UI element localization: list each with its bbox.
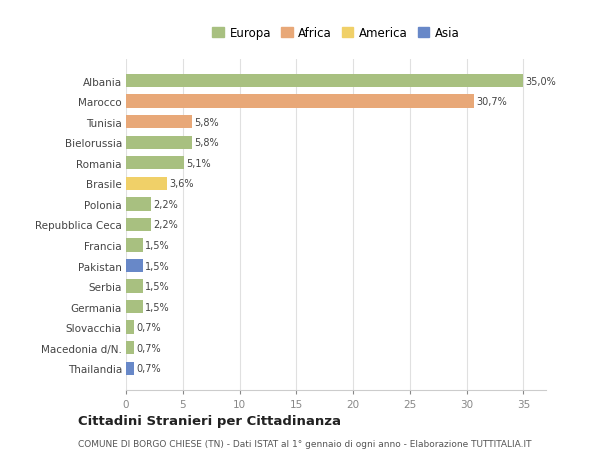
Text: 1,5%: 1,5% — [145, 261, 170, 271]
Text: 2,2%: 2,2% — [153, 199, 178, 209]
Text: 0,7%: 0,7% — [136, 343, 161, 353]
Bar — [126, 136, 192, 150]
Bar — [126, 198, 151, 211]
Text: 1,5%: 1,5% — [145, 241, 170, 251]
Bar — [126, 321, 134, 334]
Bar — [126, 116, 192, 129]
Text: 30,7%: 30,7% — [477, 97, 508, 107]
Bar — [126, 75, 523, 88]
Text: 35,0%: 35,0% — [526, 76, 556, 86]
Text: Cittadini Stranieri per Cittadinanza: Cittadini Stranieri per Cittadinanza — [78, 414, 341, 428]
Legend: Europa, Africa, America, Asia: Europa, Africa, America, Asia — [208, 22, 464, 45]
Text: 3,6%: 3,6% — [169, 179, 194, 189]
Bar — [126, 259, 143, 273]
Text: 5,8%: 5,8% — [194, 138, 219, 148]
Bar — [126, 300, 143, 313]
Text: 1,5%: 1,5% — [145, 302, 170, 312]
Text: COMUNE DI BORGO CHIESE (TN) - Dati ISTAT al 1° gennaio di ogni anno - Elaborazio: COMUNE DI BORGO CHIESE (TN) - Dati ISTAT… — [78, 439, 532, 448]
Bar — [126, 95, 475, 108]
Text: 2,2%: 2,2% — [153, 220, 178, 230]
Text: 0,7%: 0,7% — [136, 364, 161, 374]
Text: 5,8%: 5,8% — [194, 118, 219, 127]
Bar — [126, 362, 134, 375]
Bar — [126, 177, 167, 190]
Text: 5,1%: 5,1% — [186, 158, 211, 168]
Bar — [126, 280, 143, 293]
Text: 0,7%: 0,7% — [136, 323, 161, 332]
Bar — [126, 157, 184, 170]
Bar — [126, 341, 134, 355]
Bar — [126, 218, 151, 232]
Bar — [126, 239, 143, 252]
Text: 1,5%: 1,5% — [145, 281, 170, 291]
